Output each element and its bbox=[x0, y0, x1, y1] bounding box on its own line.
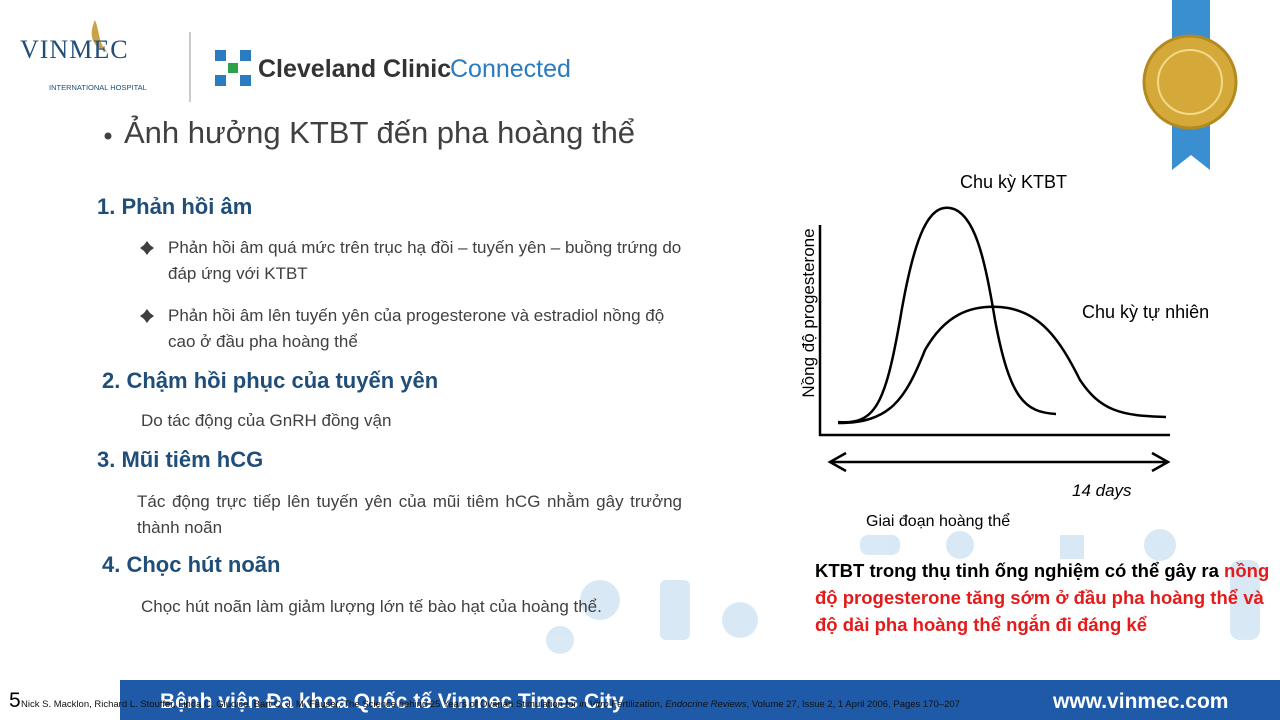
label-natural: Chu kỳ tự nhiên bbox=[1082, 302, 1209, 322]
bullet: Phản hồi âm lên tuyến yên của progestero… bbox=[140, 303, 688, 355]
citation-text: Nick S. Macklon, Richard L. Stouffer, Li… bbox=[21, 699, 580, 710]
x-caption: Giai đoạn hoàng thể bbox=[866, 512, 1010, 530]
citation-text: , Volume 27, Issue 2, 1 April 2006, Page… bbox=[746, 699, 960, 710]
diagram bbox=[818, 206, 1171, 473]
title: Ảnh hưởng KTBT đến pha hoàng thể bbox=[124, 115, 636, 150]
citation-italic: Endocrine Reviews bbox=[665, 699, 747, 710]
partner: Cleveland Clinic bbox=[258, 55, 451, 83]
y-axis-label: Nồng độ progesterone bbox=[799, 228, 818, 397]
footer-bar bbox=[120, 680, 1280, 720]
conclusion-highlight: nồng độ progesterone tăng sớm ở đầu pha … bbox=[815, 560, 1270, 635]
title-bullet bbox=[104, 132, 112, 140]
page-number: 5 bbox=[9, 689, 21, 712]
text: Tác động trực tiếp lên tuyến yên của mũi… bbox=[137, 492, 682, 537]
cc-center bbox=[228, 63, 238, 73]
text: Chọc hút noãn làm giảm lượng lớn tế bào … bbox=[141, 597, 602, 616]
bullet-icon bbox=[140, 241, 154, 255]
heading: 4. Chọc hút noãn bbox=[102, 552, 281, 577]
bullet-text: Phản hồi âm quá mức trên trục hạ đồi – t… bbox=[168, 238, 682, 283]
label-ktbt: Chu kỳ KTBT bbox=[960, 172, 1067, 192]
logo-sub: INTERNATIONAL HOSPITAL bbox=[49, 83, 147, 92]
conclusion: KTBT trong thụ tinh ống nghiệm có thể gâ… bbox=[815, 557, 1270, 638]
heading: 2. Chậm hồi phục của tuyến yên bbox=[102, 368, 439, 393]
footer-website: www.vinmec.com bbox=[1052, 690, 1228, 713]
seal-inner bbox=[1157, 49, 1223, 115]
citation-italic: in Vitro bbox=[579, 699, 609, 710]
footer-hospital: Bệnh viện Đa khoa Quốc tế Vinmec Times C… bbox=[160, 690, 624, 713]
heading: 1. Phản hồi âm bbox=[97, 194, 253, 219]
heading: 3. Mũi tiêm hCG bbox=[97, 447, 264, 472]
citation-text: Fertilization, bbox=[608, 699, 666, 710]
text: Do tác động của GnRH đồng vận bbox=[141, 411, 392, 430]
conclusion-intro: KTBT trong thụ tinh ống nghiệm có thể gâ… bbox=[815, 560, 1219, 581]
duration: 14 days bbox=[1072, 481, 1132, 500]
citation: Nick S. Macklon, Richard L. Stouffer, Li… bbox=[21, 699, 960, 710]
partner-light: Connected bbox=[450, 55, 571, 83]
arrow-heads bbox=[827, 451, 1171, 473]
curve-natural bbox=[837, 305, 1167, 425]
logo-name: VINMEC bbox=[20, 35, 129, 64]
logo-flame bbox=[91, 20, 108, 52]
curve-ktbt bbox=[837, 206, 1057, 424]
medical-icons bbox=[546, 529, 1260, 654]
bullet-icon bbox=[140, 309, 154, 323]
bullet: Phản hồi âm quá mức trên trục hạ đồi – t… bbox=[140, 235, 688, 287]
bullet-text: Phản hồi âm lên tuyến yên của progestero… bbox=[168, 306, 665, 351]
